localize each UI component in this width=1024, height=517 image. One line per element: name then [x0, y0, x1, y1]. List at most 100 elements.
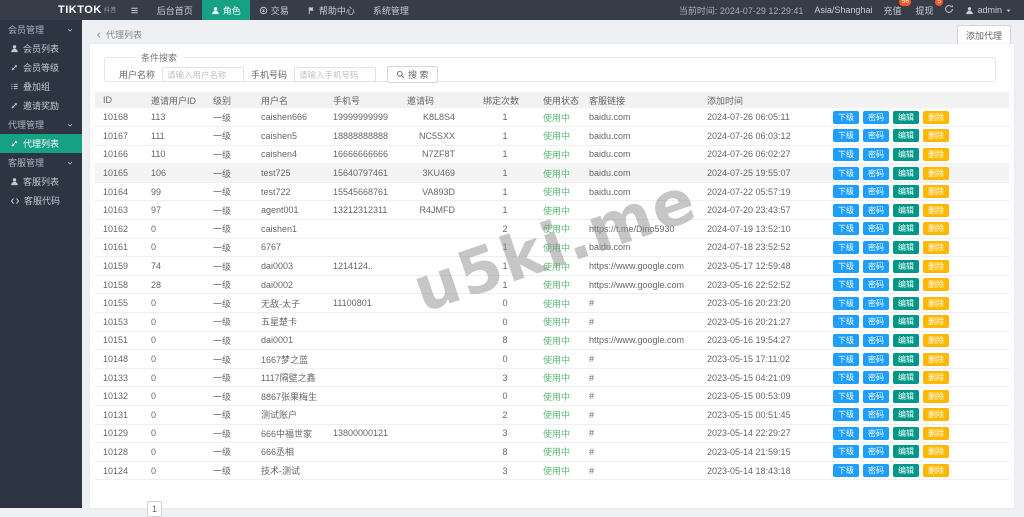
row-edit-button[interactable]: 编辑 — [893, 185, 919, 199]
row-delete-button[interactable]: 删除 — [923, 408, 949, 422]
row-edit-button[interactable]: 编辑 — [893, 240, 919, 254]
sidebar-item-member-level[interactable]: 会员等级 — [0, 58, 82, 77]
row-delete-button[interactable]: 删除 — [923, 147, 949, 161]
sidebar-item-agent-management[interactable]: 代理管理 — [0, 115, 82, 134]
row-edit-button[interactable]: 编辑 — [893, 352, 919, 366]
row-password-button[interactable]: 密码 — [863, 222, 889, 236]
row-edit-button[interactable]: 编辑 — [893, 278, 919, 292]
row-subordinate-button[interactable]: 下级 — [833, 240, 859, 254]
sidebar-item-service-list[interactable]: 客服列表 — [0, 172, 82, 191]
sidebar-item-agent-list[interactable]: 代理列表 — [0, 134, 82, 153]
nav-item-home[interactable]: 后台首页 — [148, 0, 202, 20]
row-subordinate-button[interactable]: 下级 — [833, 129, 859, 143]
row-subordinate-button[interactable]: 下级 — [833, 426, 859, 440]
row-edit-button[interactable]: 编辑 — [893, 259, 919, 273]
page-button[interactable]: 1 — [147, 501, 162, 517]
row-password-button[interactable]: 密码 — [863, 371, 889, 385]
timezone-selector[interactable]: Asia/Shanghai — [814, 5, 873, 15]
row-delete-button[interactable]: 删除 — [923, 110, 949, 124]
row-delete-button[interactable]: 删除 — [923, 389, 949, 403]
row-edit-button[interactable]: 编辑 — [893, 129, 919, 143]
sidebar-item-stack-group[interactable]: 叠加组 — [0, 77, 82, 96]
row-edit-button[interactable]: 编辑 — [893, 445, 919, 459]
nav-item-role[interactable]: 角色 — [201, 0, 250, 20]
row-subordinate-button[interactable]: 下级 — [833, 278, 859, 292]
nav-item-trade[interactable]: 交易 — [250, 0, 298, 20]
row-password-button[interactable]: 密码 — [863, 240, 889, 254]
notif-recharge[interactable]: 充值 56 — [883, 0, 912, 17]
row-delete-button[interactable]: 删除 — [923, 445, 949, 459]
row-subordinate-button[interactable]: 下级 — [833, 371, 859, 385]
nav-grid-button[interactable] — [121, 0, 148, 20]
row-subordinate-button[interactable]: 下级 — [833, 222, 859, 236]
row-edit-button[interactable]: 编辑 — [893, 333, 919, 347]
row-subordinate-button[interactable]: 下级 — [833, 147, 859, 161]
nav-item-system[interactable]: 系统管理 — [364, 0, 418, 20]
row-password-button[interactable]: 密码 — [863, 333, 889, 347]
row-edit-button[interactable]: 编辑 — [893, 222, 919, 236]
app-logo[interactable]: TIKTOK 抖音 — [58, 4, 117, 16]
row-edit-button[interactable]: 编辑 — [893, 426, 919, 440]
row-subordinate-button[interactable]: 下级 — [833, 315, 859, 329]
row-password-button[interactable]: 密码 — [863, 147, 889, 161]
row-password-button[interactable]: 密码 — [863, 185, 889, 199]
refresh-icon[interactable] — [944, 4, 954, 16]
row-edit-button[interactable]: 编辑 — [893, 408, 919, 422]
row-password-button[interactable]: 密码 — [863, 129, 889, 143]
row-delete-button[interactable]: 删除 — [923, 278, 949, 292]
row-password-button[interactable]: 密码 — [863, 203, 889, 217]
row-edit-button[interactable]: 编辑 — [893, 166, 919, 180]
username-input[interactable] — [162, 67, 245, 82]
row-password-button[interactable]: 密码 — [863, 464, 889, 478]
row-subordinate-button[interactable]: 下级 — [833, 166, 859, 180]
row-delete-button[interactable]: 删除 — [923, 315, 949, 329]
row-subordinate-button[interactable]: 下级 — [833, 185, 859, 199]
row-edit-button[interactable]: 编辑 — [893, 464, 919, 478]
row-subordinate-button[interactable]: 下级 — [833, 110, 859, 124]
row-edit-button[interactable]: 编辑 — [893, 110, 919, 124]
row-subordinate-button[interactable]: 下级 — [833, 445, 859, 459]
sidebar-item-invite-reward[interactable]: 邀请奖励 — [0, 96, 82, 115]
sidebar-item-member-list[interactable]: 会员列表 — [0, 39, 82, 58]
row-edit-button[interactable]: 编辑 — [893, 203, 919, 217]
row-edit-button[interactable]: 编辑 — [893, 389, 919, 403]
row-delete-button[interactable]: 删除 — [923, 166, 949, 180]
notif-withdraw[interactable]: 提现 5 — [915, 0, 944, 17]
phone-input[interactable] — [294, 67, 377, 82]
row-password-button[interactable]: 密码 — [863, 296, 889, 310]
row-password-button[interactable]: 密码 — [863, 389, 889, 403]
row-edit-button[interactable]: 编辑 — [893, 147, 919, 161]
row-edit-button[interactable]: 编辑 — [893, 296, 919, 310]
row-password-button[interactable]: 密码 — [863, 352, 889, 366]
row-delete-button[interactable]: 删除 — [923, 333, 949, 347]
row-password-button[interactable]: 密码 — [863, 110, 889, 124]
row-password-button[interactable]: 密码 — [863, 259, 889, 273]
row-delete-button[interactable]: 删除 — [923, 203, 949, 217]
row-edit-button[interactable]: 编辑 — [893, 315, 919, 329]
row-delete-button[interactable]: 删除 — [923, 464, 949, 478]
row-password-button[interactable]: 密码 — [863, 278, 889, 292]
row-subordinate-button[interactable]: 下级 — [833, 464, 859, 478]
search-button[interactable]: 搜 索 — [387, 66, 438, 83]
row-subordinate-button[interactable]: 下级 — [833, 333, 859, 347]
row-edit-button[interactable]: 编辑 — [893, 371, 919, 385]
nav-item-help[interactable]: 帮助中心 — [298, 0, 364, 20]
row-delete-button[interactable]: 删除 — [923, 352, 949, 366]
row-delete-button[interactable]: 删除 — [923, 185, 949, 199]
row-subordinate-button[interactable]: 下级 — [833, 259, 859, 273]
row-password-button[interactable]: 密码 — [863, 315, 889, 329]
row-password-button[interactable]: 密码 — [863, 166, 889, 180]
row-delete-button[interactable]: 删除 — [923, 222, 949, 236]
row-delete-button[interactable]: 删除 — [923, 296, 949, 310]
sidebar-item-member-management[interactable]: 会员管理 — [0, 20, 82, 39]
row-delete-button[interactable]: 删除 — [923, 240, 949, 254]
add-agent-button[interactable]: 添加代理 — [956, 25, 1011, 45]
row-password-button[interactable]: 密码 — [863, 445, 889, 459]
row-subordinate-button[interactable]: 下级 — [833, 203, 859, 217]
row-subordinate-button[interactable]: 下级 — [833, 389, 859, 403]
row-subordinate-button[interactable]: 下级 — [833, 408, 859, 422]
row-delete-button[interactable]: 删除 — [923, 371, 949, 385]
sidebar-item-service-management[interactable]: 客服管理 — [0, 153, 82, 172]
row-password-button[interactable]: 密码 — [863, 408, 889, 422]
row-subordinate-button[interactable]: 下级 — [833, 352, 859, 366]
